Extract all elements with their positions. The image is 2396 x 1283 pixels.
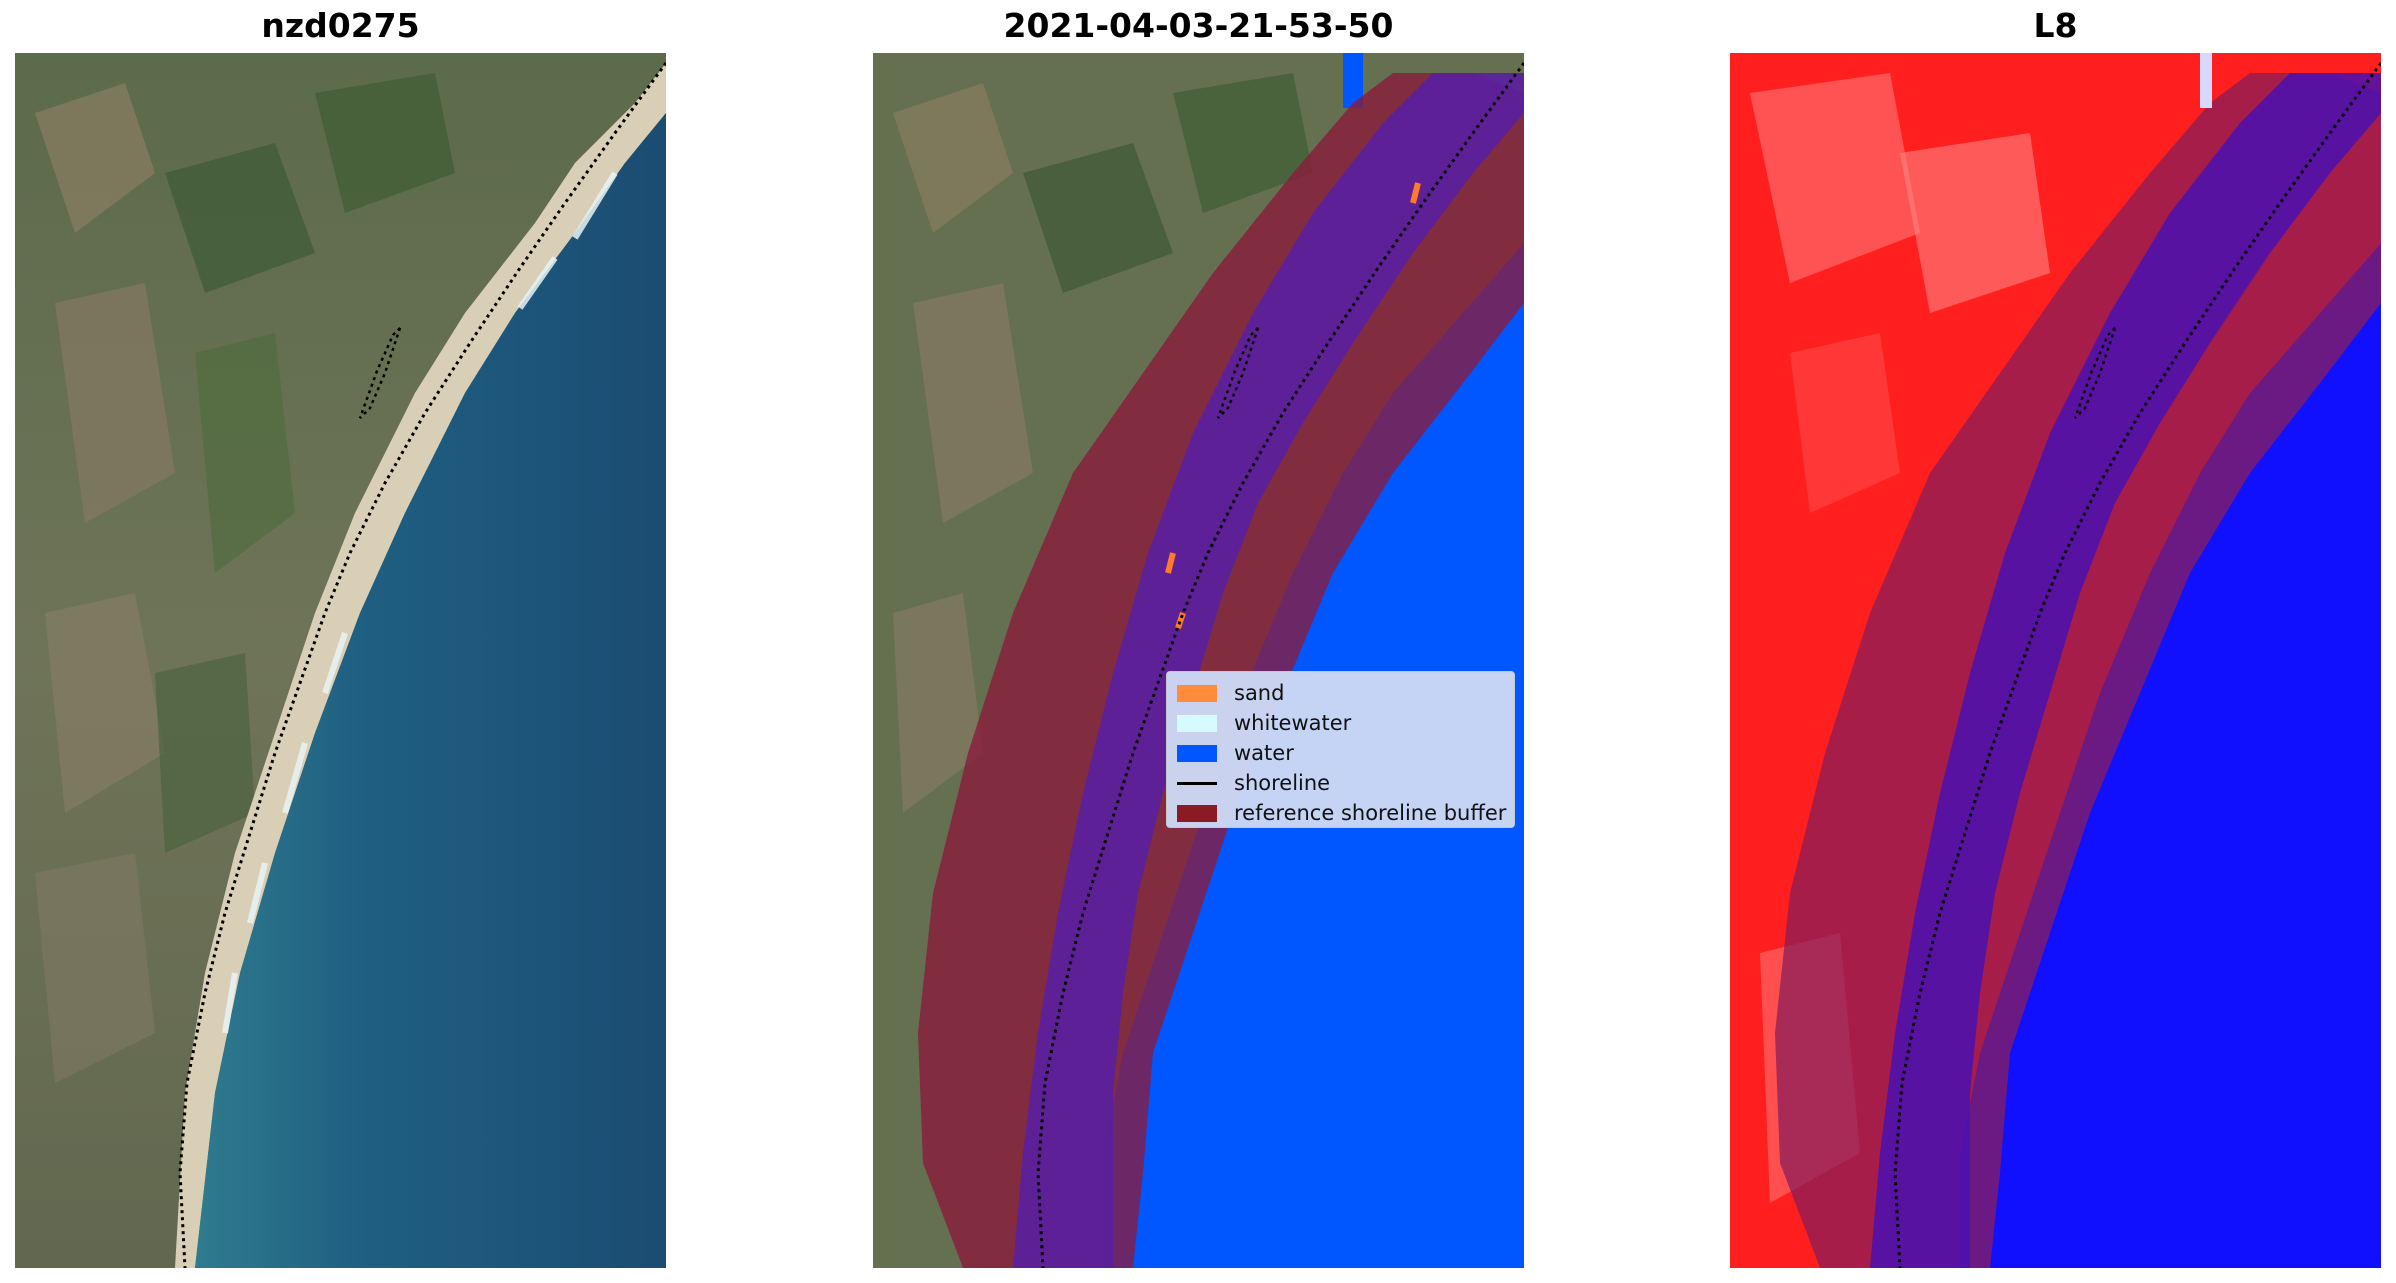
index-image <box>1730 53 2381 1268</box>
shoreline-line <box>178 62 666 1268</box>
legend-label: shoreline <box>1234 771 1331 795</box>
legend-item-buffer: reference shoreline buffer <box>1177 798 1507 828</box>
legend-item-shoreline: shoreline <box>1177 768 1504 798</box>
shoreline-swatch <box>1177 781 1217 785</box>
panel-title-index: L8 <box>2033 6 2078 45</box>
ocean-area <box>195 113 666 1268</box>
panel-title-classified: 2021-04-03-21-53-50 <box>1003 6 1394 45</box>
rgb-image <box>15 53 666 1268</box>
shoreline-line <box>1036 62 1524 1268</box>
whitewater-swatch <box>1177 714 1217 732</box>
rgb-image-panel <box>15 53 666 1268</box>
legend-label: sand <box>1234 681 1285 705</box>
reference-buffer-water <box>1870 73 2381 1268</box>
legend-label: whitewater <box>1234 711 1352 735</box>
buffer-swatch <box>1177 804 1217 822</box>
water-swatch <box>1177 744 1217 762</box>
map-legend: sand whitewater water shoreline referenc… <box>1166 671 1515 828</box>
classified-image-panel <box>873 53 1524 1268</box>
panel-title-rgb: nzd0275 <box>261 6 420 45</box>
reference-buffer-water <box>1013 73 1524 1268</box>
legend-label: water <box>1234 741 1294 765</box>
water-index-area <box>1960 243 2381 1268</box>
legend-item-whitewater: whitewater <box>1177 708 1504 738</box>
sand-swatch <box>1177 684 1217 702</box>
legend-item-sand: sand <box>1177 678 1504 708</box>
legend-label: reference shoreline buffer <box>1234 801 1507 825</box>
index-image-panel <box>1730 53 2381 1268</box>
classified-image <box>873 53 1524 1268</box>
legend-item-water: water <box>1177 738 1504 768</box>
shoreline-line <box>1893 62 2381 1268</box>
